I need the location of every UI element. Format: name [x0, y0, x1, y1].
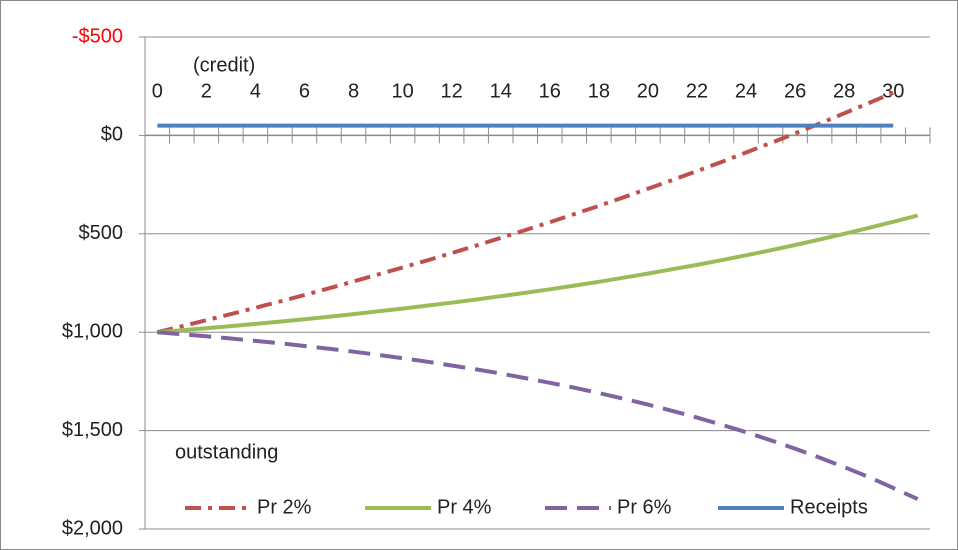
- series-line: [157, 213, 919, 335]
- x-tick-label: 22: [686, 81, 708, 103]
- x-tick-label: 20: [637, 81, 659, 103]
- x-tick-label: 28: [833, 81, 855, 103]
- series-line: [157, 330, 919, 501]
- x-tick-label: 14: [490, 81, 512, 103]
- x-tick-label: 6: [299, 81, 310, 103]
- x-tick-label: 2: [201, 81, 212, 103]
- x-tick-label: 4: [250, 81, 261, 103]
- y-tick-label: $1,000: [62, 320, 123, 342]
- legend-label: Pr 2%: [257, 496, 312, 518]
- series-line: [156, 90, 894, 335]
- legend-label: Pr 4%: [437, 496, 492, 518]
- y-tick-label: $500: [79, 222, 124, 244]
- x-tick-label: 30: [882, 81, 904, 103]
- x-tick-label: 10: [391, 81, 413, 103]
- y-tick-label: -$500: [72, 25, 123, 47]
- legend-label: Pr 6%: [617, 496, 672, 518]
- x-tick-label: 26: [784, 81, 806, 103]
- x-tick-label: 16: [539, 81, 561, 103]
- y-tick-label: $1,500: [62, 419, 123, 441]
- annotation: (credit): [193, 54, 255, 76]
- legend-label: Receipts: [790, 496, 868, 518]
- y-tick-label: $2,000: [62, 517, 123, 539]
- x-tick-label: 8: [348, 81, 359, 103]
- x-tick-label: 0: [152, 81, 163, 103]
- annotation: outstanding: [175, 441, 278, 463]
- y-tick-label: $0: [101, 124, 123, 146]
- x-tick-label: 18: [588, 81, 610, 103]
- x-tick-label: 24: [735, 81, 757, 103]
- x-tick-label: 12: [441, 81, 463, 103]
